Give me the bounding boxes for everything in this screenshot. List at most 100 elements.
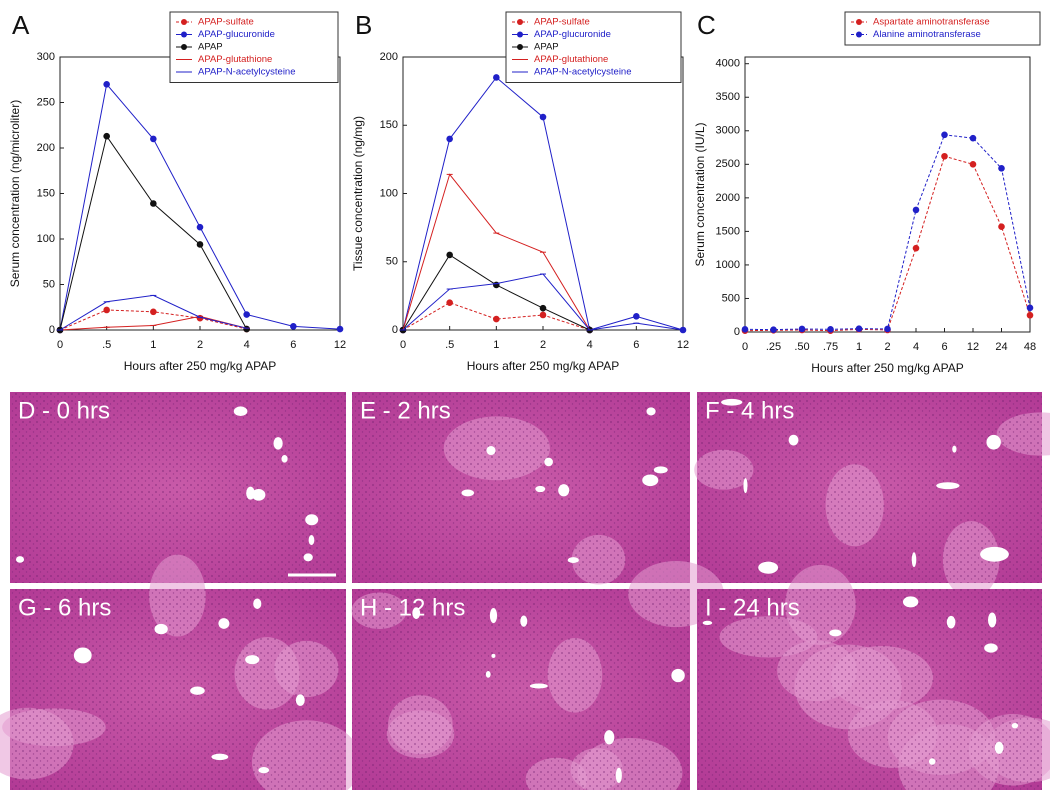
data-point	[884, 325, 891, 333]
y-tick-label: 3000	[716, 125, 740, 137]
data-point	[941, 152, 948, 160]
nuclei-texture	[697, 589, 1042, 790]
vessel	[829, 629, 842, 637]
x-tick-label: 4	[244, 339, 250, 351]
series-line	[402, 173, 591, 331]
data-point	[912, 244, 920, 252]
vessel	[491, 653, 496, 658]
data-point	[539, 304, 547, 312]
vessel	[604, 730, 615, 745]
legend-marker	[181, 31, 187, 38]
vessel	[218, 618, 230, 629]
vessel	[980, 546, 1009, 562]
y-tick-label: 500	[722, 292, 740, 304]
data-point	[493, 315, 500, 323]
data-point	[103, 81, 110, 88]
nuclei-texture	[352, 392, 690, 583]
data-point	[1026, 304, 1034, 312]
data-point	[998, 223, 1005, 230]
x-tick-label: 0	[742, 341, 748, 353]
vessel	[233, 406, 248, 417]
vessel	[154, 623, 168, 635]
y-tick-label: 2000	[716, 192, 740, 204]
legend-box	[505, 11, 682, 83]
x-tick-label: 1	[150, 339, 156, 351]
series-line	[744, 155, 1031, 332]
histology-image: E - 2 hrs	[352, 392, 690, 585]
legend-marker	[856, 31, 862, 38]
data-point	[912, 206, 920, 214]
vessel	[928, 758, 936, 765]
x-tick-label: 48	[1024, 341, 1036, 353]
legend-label: APAP-sulfate	[198, 17, 254, 28]
x-tick-label: 0	[400, 339, 406, 351]
data-point	[798, 325, 806, 333]
vessel	[486, 445, 496, 456]
data-point	[633, 313, 640, 320]
legend-label: APAP-N-acetylcysteine	[198, 67, 296, 78]
data-point	[539, 311, 547, 319]
data-point	[243, 325, 250, 333]
x-tick-label: 6	[633, 339, 639, 351]
x-axis-label: Hours after 250 mg/kg APAP	[124, 359, 277, 373]
vessel	[946, 615, 956, 629]
y-tick-label: 150	[37, 187, 55, 199]
panel-label: C	[697, 10, 716, 40]
x-tick-label: 4	[913, 341, 919, 353]
series-line	[402, 273, 684, 331]
data-point	[446, 135, 453, 143]
vessel	[758, 561, 779, 574]
data-point	[1026, 311, 1034, 319]
panel-label: A	[12, 10, 30, 40]
data-point	[855, 325, 863, 332]
legend-marker	[856, 19, 862, 25]
x-tick-label: 2	[540, 339, 546, 351]
data-point	[196, 241, 204, 248]
vessel	[190, 686, 205, 695]
vessel	[245, 655, 260, 665]
x-tick-label: .50	[794, 341, 809, 353]
image-label: F - 4 hrs	[705, 397, 794, 424]
x-tick-label: 2	[884, 341, 890, 353]
series-line	[402, 302, 590, 331]
y-tick-label: 0	[392, 324, 398, 336]
y-tick-label: 0	[49, 324, 55, 336]
vessel	[303, 553, 313, 562]
legend-marker	[181, 44, 187, 50]
y-tick-label: 4000	[716, 58, 740, 70]
legend-label: APAP-N-acetylcysteine	[534, 67, 632, 78]
vessel	[273, 437, 283, 450]
legend-label: Aspartate aminotransferase	[873, 17, 990, 28]
data-point	[969, 161, 977, 168]
histology-image: I - 24 hrs	[697, 564, 1050, 795]
y-tick-label: 250	[37, 96, 55, 108]
y-axis-label: Tissue concentration (ng/mg)	[351, 116, 365, 271]
x-tick-label: 1	[493, 339, 499, 351]
vessel	[721, 398, 743, 406]
vessel	[308, 534, 315, 546]
data-point	[196, 223, 204, 231]
data-point	[336, 325, 344, 333]
series-line	[59, 134, 248, 331]
plot-frame	[59, 56, 341, 331]
plot-frame	[402, 56, 684, 331]
legend-marker	[517, 44, 523, 50]
data-point	[446, 251, 453, 259]
histology-image: G - 6 hrs	[0, 554, 362, 795]
x-tick-label: 12	[967, 341, 979, 353]
data-point	[827, 326, 834, 333]
plot-frame	[744, 56, 1031, 333]
vessel	[743, 478, 748, 494]
vessel	[73, 647, 92, 664]
histology-image: D - 0 hrs	[10, 392, 346, 583]
image-label: I - 24 hrs	[705, 594, 800, 621]
vessel	[653, 466, 668, 474]
histology-image: F - 4 hrs	[694, 392, 1050, 599]
panel-label: B	[355, 10, 372, 40]
vessel	[646, 407, 656, 416]
vessel	[902, 596, 919, 608]
vessel	[558, 484, 570, 497]
legend-box	[844, 11, 1041, 46]
